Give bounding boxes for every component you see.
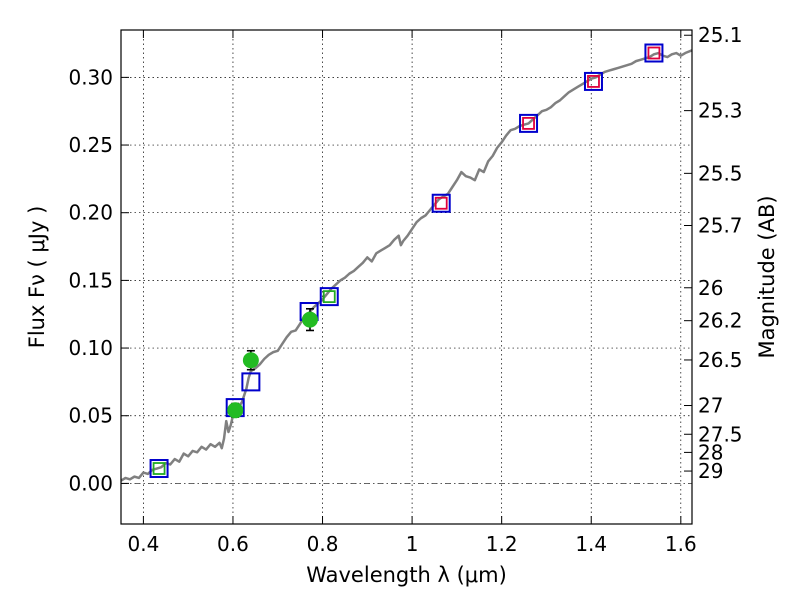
right-tick-label: 27.5 bbox=[698, 422, 743, 446]
y-tick-label: 0.15 bbox=[68, 268, 113, 292]
tick-marks bbox=[121, 30, 692, 524]
red-square-marker bbox=[647, 46, 661, 60]
y-tick-label: 0.30 bbox=[68, 65, 113, 89]
x-tick-label: 1.4 bbox=[575, 532, 607, 556]
x-tick-label: 1.2 bbox=[486, 532, 518, 556]
y-tick-label: 0.20 bbox=[68, 201, 113, 225]
right-tick-label: 25.5 bbox=[698, 161, 743, 185]
right-tick-label: 28 bbox=[698, 440, 723, 464]
blue-square-marker bbox=[241, 372, 261, 392]
series-layer bbox=[120, 43, 693, 482]
green-square-marker bbox=[152, 462, 166, 475]
right-tick-label: 26 bbox=[698, 276, 723, 300]
y-axis-right-label: Magnitude (AB) bbox=[755, 195, 779, 358]
x-tick-label: 1.6 bbox=[665, 532, 697, 556]
blue-square-marker bbox=[431, 193, 451, 213]
right-tick-label: 29 bbox=[698, 459, 723, 483]
y-tick-label: 0.05 bbox=[68, 404, 113, 428]
blue-square-marker bbox=[149, 459, 169, 479]
observed-point bbox=[242, 352, 259, 369]
observed-point bbox=[301, 311, 318, 328]
right-tick-label: 27 bbox=[698, 394, 723, 418]
x-tick-label: 0.8 bbox=[307, 532, 339, 556]
red-square-marker bbox=[434, 196, 448, 210]
x-axis-label: Wavelength λ (μm) bbox=[306, 563, 507, 587]
blue-square-marker bbox=[319, 287, 339, 307]
red-square-marker bbox=[522, 116, 535, 130]
right-tick-label: 26.5 bbox=[698, 348, 743, 372]
y-tick-label: 0.25 bbox=[68, 133, 113, 157]
blue-square-marker bbox=[644, 43, 664, 63]
tick-labels: 0.4 0.6 0.8 1 1.2 1.4 1.6 0.00 0.05 0.10 0.15 0.20 0… bbox=[68, 23, 742, 556]
y-tick-label: 0.00 bbox=[68, 471, 113, 495]
right-tick-label: 26.2 bbox=[698, 309, 743, 333]
blue-square-marker bbox=[583, 71, 603, 91]
observed-point bbox=[227, 402, 244, 419]
right-tick-label: 25.7 bbox=[698, 214, 743, 238]
blue-square-marker bbox=[519, 113, 539, 133]
sed-model-line bbox=[120, 49, 693, 482]
y-axis-label: Flux Fν ( μJy ) bbox=[25, 206, 49, 349]
plot-frame bbox=[120, 29, 693, 525]
y-tick-label: 0.10 bbox=[68, 336, 113, 360]
red-square-marker bbox=[587, 75, 600, 88]
green-square-marker bbox=[322, 290, 336, 304]
right-tick-label: 25.3 bbox=[698, 99, 743, 123]
x-tick-label: 1 bbox=[406, 532, 419, 556]
right-tick-label: 25.1 bbox=[698, 23, 743, 47]
x-tick-label: 0.4 bbox=[127, 532, 159, 556]
x-tick-label: 0.6 bbox=[217, 532, 249, 556]
